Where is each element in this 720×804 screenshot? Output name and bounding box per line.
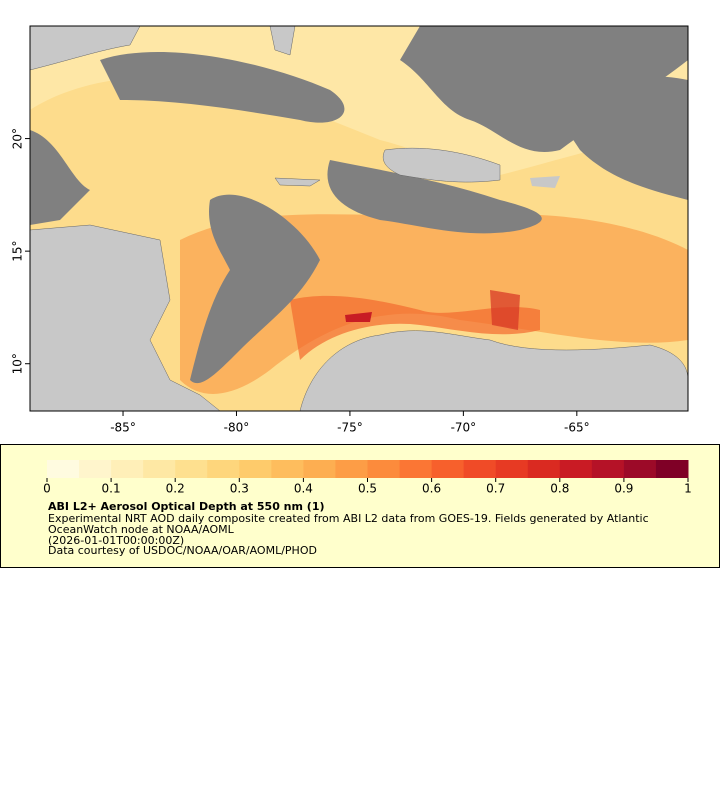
colorbar-tick-label: 0.2 bbox=[166, 482, 185, 496]
cloud bbox=[327, 160, 542, 234]
colorbar-swatch bbox=[367, 460, 401, 478]
colorbar-swatch bbox=[431, 460, 465, 478]
colorbar-swatch bbox=[655, 460, 689, 478]
colorbar-swatch bbox=[399, 460, 433, 478]
cloud bbox=[190, 194, 320, 384]
cloud bbox=[30, 130, 90, 225]
colorbar-tick-label: 1 bbox=[684, 482, 692, 496]
map bbox=[29, 25, 689, 412]
legend-text: Data courtesy of USDOC/NOAA/OAR/AOML/PHO… bbox=[48, 544, 317, 557]
map-frame bbox=[29, 25, 689, 412]
aod-peak bbox=[290, 295, 540, 360]
legend-text: (2026-01-01T00:00:00Z) bbox=[48, 534, 184, 547]
legend-text: OceanWatch node at NOAA/AOML bbox=[48, 523, 235, 536]
colorbar-tick-label: 0.7 bbox=[486, 482, 505, 496]
x-tick-label: -85° bbox=[110, 421, 136, 435]
y-tick-label: 10° bbox=[11, 353, 25, 374]
colorbar-swatch bbox=[559, 460, 593, 478]
colorbar-tick-label: 0 bbox=[43, 482, 51, 496]
x-tick-label: -65° bbox=[564, 421, 590, 435]
colorbar-swatch bbox=[143, 460, 176, 478]
x-tick-label: -80° bbox=[224, 421, 250, 435]
land bbox=[29, 25, 141, 71]
cloud bbox=[540, 75, 688, 200]
colorbar-swatch bbox=[623, 460, 657, 478]
land bbox=[530, 176, 560, 188]
x-tick-label: -75° bbox=[337, 421, 363, 435]
legend-text: Experimental NRT AOD daily composite cre… bbox=[48, 512, 649, 525]
colorbar-swatch bbox=[239, 460, 272, 478]
colorbar-tick-label: 0.3 bbox=[230, 482, 249, 496]
land bbox=[382, 147, 501, 183]
colorbar-swatch bbox=[111, 460, 144, 478]
legend-title: ABI L2+ Aerosol Optical Depth at 550 nm … bbox=[48, 500, 325, 513]
colorbar-swatch bbox=[463, 460, 497, 478]
y-tick-label: 15° bbox=[11, 241, 25, 262]
colorbar-swatch bbox=[495, 460, 529, 478]
aod-peak bbox=[490, 290, 520, 330]
colorbar-swatch bbox=[335, 460, 368, 478]
colorbar-swatch bbox=[175, 460, 208, 478]
cloud bbox=[400, 26, 688, 153]
colorbar-swatch bbox=[527, 460, 561, 478]
colorbar-swatch bbox=[303, 460, 336, 478]
colorbar-tick-label: 0.9 bbox=[614, 482, 633, 496]
y-tick-label: 20° bbox=[11, 128, 25, 149]
colorbar-swatch bbox=[271, 460, 304, 478]
colorbar-swatch bbox=[207, 460, 240, 478]
aod-peak bbox=[345, 312, 372, 322]
x-tick-label: -70° bbox=[451, 421, 477, 435]
cloud bbox=[100, 51, 345, 123]
colorbar-swatch bbox=[79, 460, 112, 478]
colorbar-tick-label: 0.4 bbox=[294, 482, 313, 496]
colorbar-swatch bbox=[591, 460, 625, 478]
colorbar-swatch bbox=[47, 460, 80, 478]
land bbox=[299, 330, 689, 412]
land bbox=[274, 177, 321, 187]
colorbar-tick-label: 0.5 bbox=[358, 482, 377, 496]
colorbar-tick-label: 0.1 bbox=[102, 482, 121, 496]
colorbar-tick-label: 0.6 bbox=[422, 482, 441, 496]
colorbar-tick-label: 0.8 bbox=[550, 482, 569, 496]
